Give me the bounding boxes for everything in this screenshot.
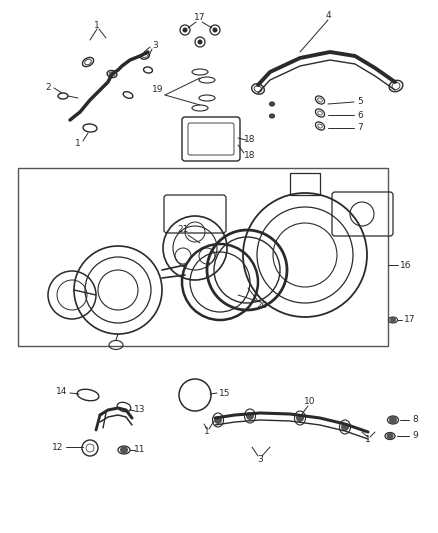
Bar [290, 173, 320, 195]
Text: 17: 17 [404, 316, 416, 325]
Text: 2: 2 [45, 84, 51, 93]
Text: 19: 19 [152, 85, 164, 94]
Circle shape [120, 446, 128, 454]
Text: 10: 10 [304, 398, 316, 407]
Text: 9: 9 [412, 432, 418, 440]
Text: 1: 1 [365, 435, 371, 445]
Text: 18: 18 [244, 135, 256, 144]
Text: 1: 1 [75, 139, 81, 148]
Text: 1: 1 [204, 427, 210, 437]
Circle shape [183, 28, 187, 33]
Text: 13: 13 [134, 406, 146, 415]
Circle shape [296, 414, 304, 422]
Bar [18, 168, 388, 346]
Text: 7: 7 [357, 124, 363, 133]
Text: 8: 8 [412, 416, 418, 424]
Ellipse shape [269, 114, 275, 118]
Circle shape [212, 28, 218, 33]
Circle shape [390, 317, 396, 323]
Circle shape [341, 423, 349, 431]
Text: 12: 12 [52, 442, 64, 451]
Text: 3: 3 [152, 41, 158, 50]
Text: 16: 16 [400, 261, 412, 270]
Text: 4: 4 [325, 11, 331, 20]
Circle shape [386, 432, 393, 440]
Text: 15: 15 [219, 389, 231, 398]
Ellipse shape [269, 102, 275, 106]
Text: 17: 17 [194, 13, 206, 22]
Text: 21: 21 [177, 225, 189, 235]
Circle shape [389, 416, 397, 424]
Text: 20: 20 [256, 301, 268, 310]
Text: 6: 6 [357, 110, 363, 119]
Text: 11: 11 [134, 446, 146, 455]
Text: 5: 5 [357, 98, 363, 107]
Text: 3: 3 [257, 456, 263, 464]
Circle shape [214, 416, 222, 424]
Text: 14: 14 [57, 387, 68, 397]
Text: 18: 18 [244, 150, 256, 159]
Circle shape [246, 412, 254, 420]
Text: 1: 1 [94, 20, 100, 29]
Circle shape [198, 39, 202, 44]
